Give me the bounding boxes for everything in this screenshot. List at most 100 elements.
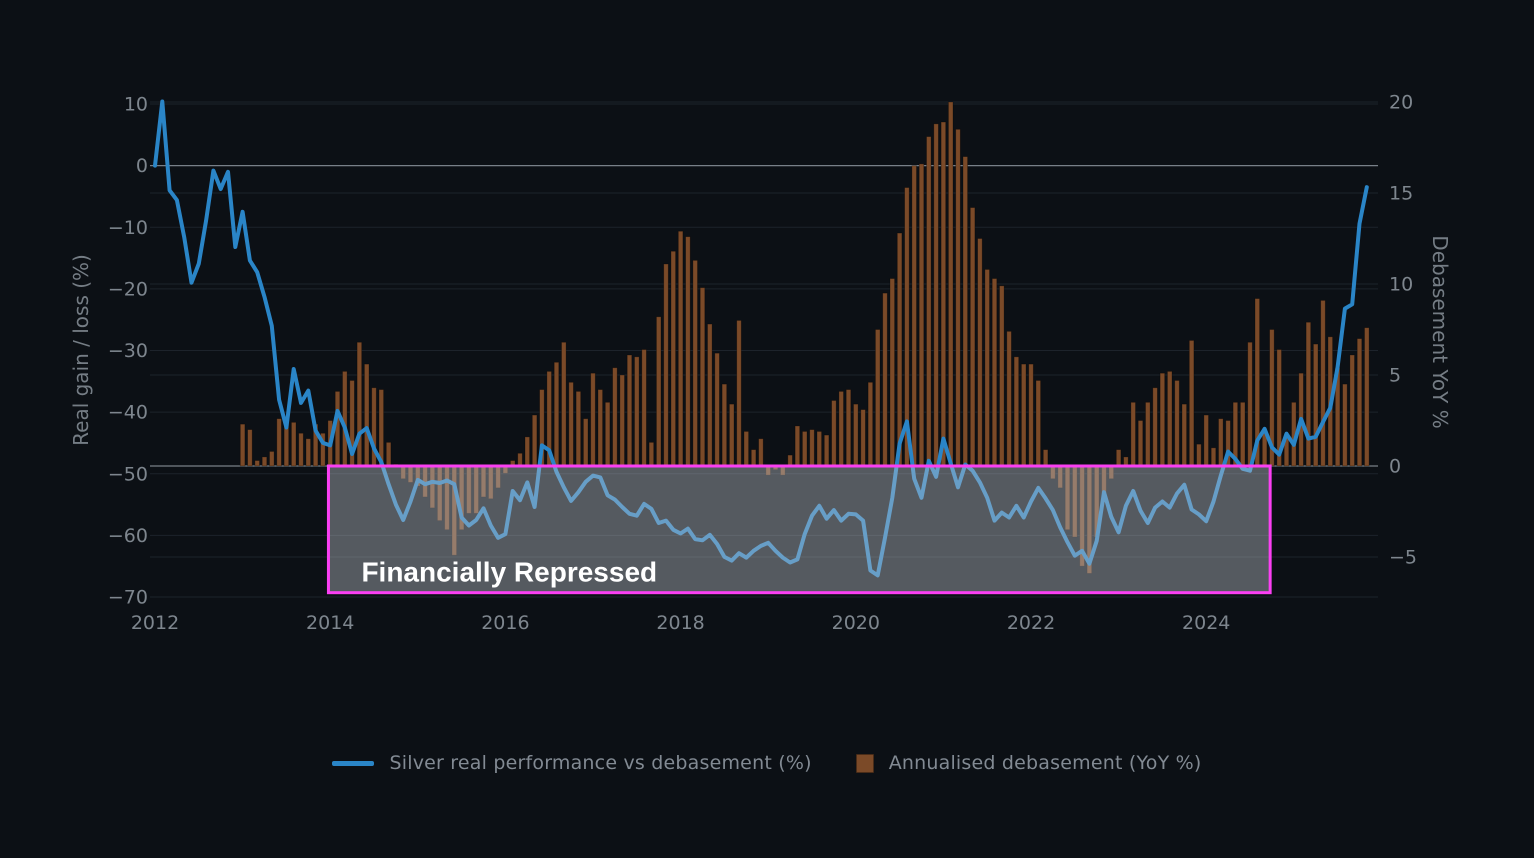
debasement-bar — [816, 431, 822, 467]
debasement-bar — [758, 438, 764, 467]
debasement-bar — [363, 363, 370, 467]
x-tick-label: 2022 — [1007, 612, 1055, 634]
debasement-bar — [604, 401, 611, 467]
debasement-bar — [845, 389, 852, 467]
debasement-bar — [999, 285, 1005, 467]
debasement-bar — [648, 441, 655, 467]
legend-item-debasement-bar[interactable]: Annualised debasement (YoY %) — [855, 752, 1202, 774]
x-tick-label: 2016 — [481, 612, 529, 634]
bar-swatch-icon — [855, 753, 874, 773]
line-swatch-icon — [332, 760, 375, 766]
debasement-bar — [677, 230, 684, 467]
y-left-tick-label: 0 — [136, 155, 148, 177]
debasement-bar — [247, 429, 253, 467]
debasement-bar — [320, 432, 326, 467]
debasement-bar — [568, 381, 574, 467]
debasement-bar — [685, 236, 691, 467]
debasement-bar — [1320, 299, 1326, 467]
debasement-bar — [342, 370, 348, 467]
y-right-tick-label: 10 — [1389, 274, 1413, 296]
y-left-tick-label: −70 — [108, 587, 148, 609]
debasement-bar — [612, 367, 618, 467]
debasement-bar — [1356, 338, 1363, 467]
debasement-bar — [911, 165, 917, 467]
debasement-bar — [743, 431, 749, 467]
debasement-bar — [1276, 349, 1282, 467]
legend-item-silver-line[interactable]: Silver real performance vs debasement (%… — [332, 752, 811, 774]
debasement-bar — [926, 136, 932, 467]
debasement-bar — [991, 278, 998, 467]
y-left-tick-label: −50 — [108, 463, 148, 485]
debasement-bar — [1247, 341, 1253, 467]
debasement-bar — [575, 390, 582, 467]
debasement-bar — [707, 323, 713, 467]
financially-repressed-label: Financially Repressed — [361, 557, 657, 588]
debasement-bar — [239, 423, 246, 467]
legend-label-silver: Silver real performance vs debasement (%… — [389, 752, 812, 774]
debasement-bar — [984, 269, 990, 467]
debasement-bar — [714, 352, 720, 467]
debasement-bar — [729, 403, 735, 467]
debasement-bar — [1210, 447, 1217, 467]
debasement-bar — [517, 452, 523, 467]
debasement-bar — [853, 403, 859, 467]
debasement-bar — [933, 123, 939, 467]
debasement-bar — [721, 383, 728, 467]
y-left-tick-label: −60 — [108, 525, 148, 547]
debasement-bar — [1145, 401, 1151, 467]
debasement-bar — [269, 451, 275, 467]
debasement-bar — [1115, 449, 1122, 467]
y-left-tick-label: −20 — [108, 278, 148, 300]
debasement-bar — [524, 436, 530, 467]
debasement-bar — [1181, 403, 1187, 467]
debasement-bar — [1042, 449, 1049, 467]
debasement-bar — [298, 432, 304, 467]
debasement-bar — [1218, 418, 1224, 467]
x-tick-label: 2014 — [306, 612, 354, 634]
debasement-bar — [670, 250, 676, 467]
y-left-tick-label: −40 — [108, 402, 148, 424]
debasement-bar — [1188, 340, 1195, 467]
y-right-tick-label: −5 — [1389, 547, 1417, 569]
debasement-bar — [809, 429, 815, 467]
legend: Silver real performance vs debasement (%… — [0, 752, 1534, 774]
debasement-bar — [882, 292, 888, 467]
debasement-bar — [736, 319, 742, 467]
debasement-bar — [254, 460, 260, 467]
debasement-bar — [656, 316, 662, 467]
y-left-tick-label: 10 — [124, 94, 148, 116]
debasement-bar — [1013, 356, 1020, 467]
debasement-bar — [1137, 420, 1144, 467]
debasement-bar — [940, 121, 947, 467]
debasement-bar — [1152, 387, 1158, 467]
debasement-bar — [583, 418, 589, 467]
debasement-bar — [626, 354, 633, 467]
debasement-bar — [334, 390, 341, 467]
debasement-bar — [699, 287, 706, 467]
debasement-bar — [561, 341, 567, 467]
debasement-bar — [896, 232, 903, 467]
y-left-axis-title: Real gain / loss (%) — [69, 254, 93, 446]
y-right-axis-title: Debasement YoY % — [1428, 235, 1452, 428]
x-tick-label: 2018 — [656, 612, 704, 634]
debasement-bar — [385, 441, 392, 467]
debasement-bar — [1174, 380, 1180, 467]
debasement-bar — [590, 372, 596, 467]
debasement-bars-series — [239, 101, 1370, 574]
x-tick-label: 2024 — [1182, 612, 1230, 634]
debasement-bar — [794, 425, 801, 467]
y-right-tick-label: 15 — [1389, 183, 1413, 205]
debasement-bar — [1269, 329, 1275, 467]
debasement-bar — [290, 421, 297, 467]
debasement-bar — [831, 400, 837, 467]
y-left-tick-label: −30 — [108, 340, 148, 362]
y-right-tick-label: 20 — [1389, 92, 1413, 114]
debasement-bar — [962, 156, 968, 467]
legend-label-debasement: Annualised debasement (YoY %) — [888, 752, 1202, 774]
debasement-bar — [977, 238, 983, 467]
debasement-bar — [663, 263, 669, 467]
debasement-bar — [787, 454, 793, 467]
debasement-bar — [641, 349, 647, 467]
